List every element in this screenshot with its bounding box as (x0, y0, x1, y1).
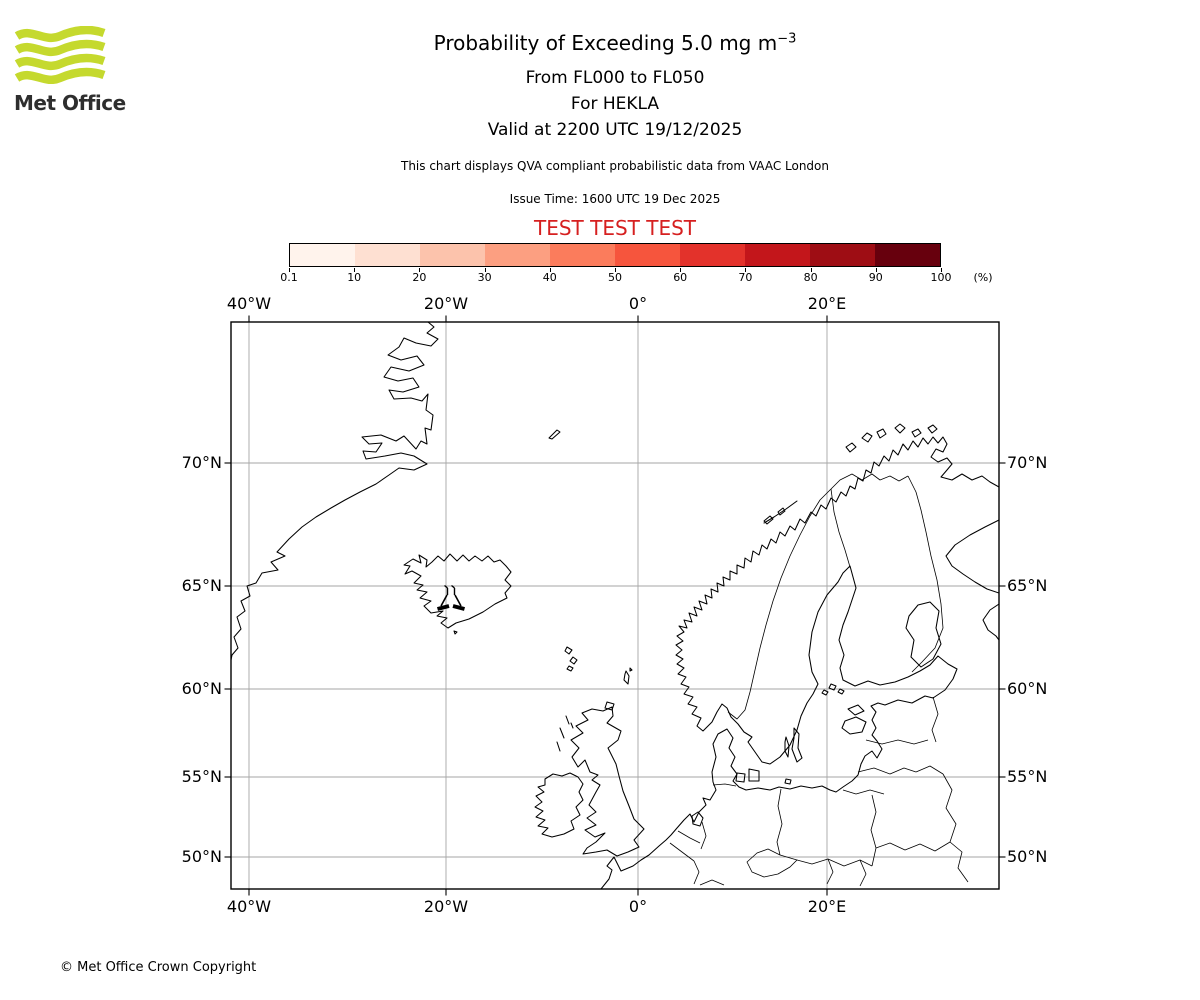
colorbar-tick (745, 268, 747, 272)
lon-label-bottom: 0° (628, 897, 648, 916)
colorbar-tick (354, 268, 356, 272)
colorbar-tick-label: 20 (412, 271, 427, 284)
colorbar-tick-label: 10 (347, 271, 362, 284)
colorbar-tick-label: 70 (738, 271, 753, 284)
colorbar-tick (289, 268, 290, 272)
graticule (231, 322, 999, 889)
country-borders (669, 473, 969, 887)
coastline-aland (821, 683, 845, 696)
lon-label-bottom: 20°W (423, 897, 469, 916)
colorbar-segment (875, 244, 940, 266)
colorbar-tick-label: 80 (803, 271, 818, 284)
colorbar-segment (420, 244, 485, 266)
colorbar-segment (550, 244, 615, 266)
coastline-continent (600, 436, 999, 889)
coastline-bornholm (784, 778, 792, 785)
map-frame (230, 321, 1000, 890)
lat-label-left: 55°N (181, 767, 222, 786)
lake-ladoga (905, 601, 942, 668)
coastline-arctic-islands (845, 423, 938, 453)
colorbar-scale (289, 243, 941, 267)
colorbar-tick (419, 268, 421, 272)
colorbar-segment (355, 244, 420, 266)
page-title: Probability of Exceeding 5.0 mg m−3 (433, 31, 797, 55)
lon-label-bottom: 40°W (226, 897, 272, 916)
lat-label-right: 50°N (1007, 847, 1048, 866)
subtitle-flight-levels: From FL000 to FL050 (525, 68, 705, 88)
lon-label-top: 0° (628, 294, 648, 313)
axis-ticks (224, 315, 1006, 896)
colorbar-unit-label: (%) (973, 271, 993, 284)
lon-label-bottom: 20°E (807, 897, 847, 916)
coastline-funen (735, 772, 746, 783)
colorbar-tick-label: 90 (868, 271, 883, 284)
colorbar-tick (549, 268, 551, 272)
logo-wordmark: Met Office (14, 91, 126, 115)
coastline-gotland (791, 727, 803, 763)
coastline-white-sea (945, 519, 999, 641)
coastline-jan-mayen (548, 429, 561, 440)
title-exponent: −3 (777, 31, 797, 47)
coastline-faroe (564, 646, 578, 672)
coastline-lofoten (763, 500, 798, 525)
colorbar-tick-label: 60 (673, 271, 688, 284)
subtitle-volcano: For HEKLA (570, 94, 660, 114)
colorbar-tick-label: 40 (542, 271, 557, 284)
colorbar-tick-label: 50 (608, 271, 622, 284)
coastline-zealand (748, 768, 760, 782)
coastline-ireland (534, 772, 584, 838)
colorbar-segment (615, 244, 680, 266)
colorbar-tick (484, 268, 486, 272)
colorbar-tick (680, 268, 682, 272)
subtitle-valid-time: Valid at 2200 UTC 19/12/2025 (487, 120, 743, 140)
coastlines (231, 322, 999, 889)
colorbar-tick (810, 268, 812, 272)
lat-label-left: 50°N (181, 847, 222, 866)
map-panel (221, 312, 1009, 899)
coastline-great-britain (570, 706, 645, 857)
colorbar-tick-label: 30 (477, 271, 492, 284)
test-banner: TEST TEST TEST (533, 216, 696, 240)
lat-label-right: 55°N (1007, 767, 1048, 786)
colorbar-segment (485, 244, 550, 266)
subtitle-block: From FL000 to FL050 For HEKLA Valid at 2… (315, 65, 915, 143)
copyright-notice: © Met Office Crown Copyright (60, 960, 257, 975)
coastline-saaremaa (841, 716, 867, 735)
colorbar-tick (941, 268, 942, 272)
lat-label-left: 60°N (181, 679, 222, 698)
met-office-logo: Met Office (14, 25, 134, 115)
qva-note: This chart displays QVA compliant probab… (401, 159, 829, 173)
colorbar-segment (290, 244, 355, 266)
colorbar-segment (745, 244, 810, 266)
coastline-iceland (403, 553, 512, 629)
lon-label-top: 20°W (423, 294, 469, 313)
probability-colorbar: 0.1 10 20 30 40 50 60 70 80 90 100 (%) (280, 243, 993, 284)
coastline-hebrides (556, 715, 574, 752)
colorbar-tick-label: 0.1 (280, 271, 298, 284)
coastline-hiiumaa (847, 704, 865, 716)
colorbar-tick (875, 268, 877, 272)
lat-label-right: 70°N (1007, 453, 1048, 472)
colorbar-tick (615, 268, 616, 272)
coastline-greenland (231, 322, 439, 661)
colorbar-segment (680, 244, 745, 266)
colorbar-tick-label: 100 (930, 271, 952, 284)
lat-label-left: 70°N (181, 453, 222, 472)
lat-label-left: 65°N (181, 576, 222, 595)
lake-zuiderzee (691, 811, 704, 827)
met-office-waves-icon (14, 25, 106, 84)
issue-time: Issue Time: 1600 UTC 19 Dec 2025 (509, 192, 721, 206)
lat-label-right: 65°N (1007, 576, 1048, 595)
colorbar-segment (810, 244, 875, 266)
coastline-shetland (623, 667, 633, 685)
lon-label-top: 40°W (226, 294, 272, 313)
lat-label-right: 60°N (1007, 679, 1048, 698)
map-canvas (224, 315, 1006, 896)
lon-label-top: 20°E (807, 294, 847, 313)
coastline-oland (784, 736, 790, 758)
volcano-icon (436, 584, 466, 611)
